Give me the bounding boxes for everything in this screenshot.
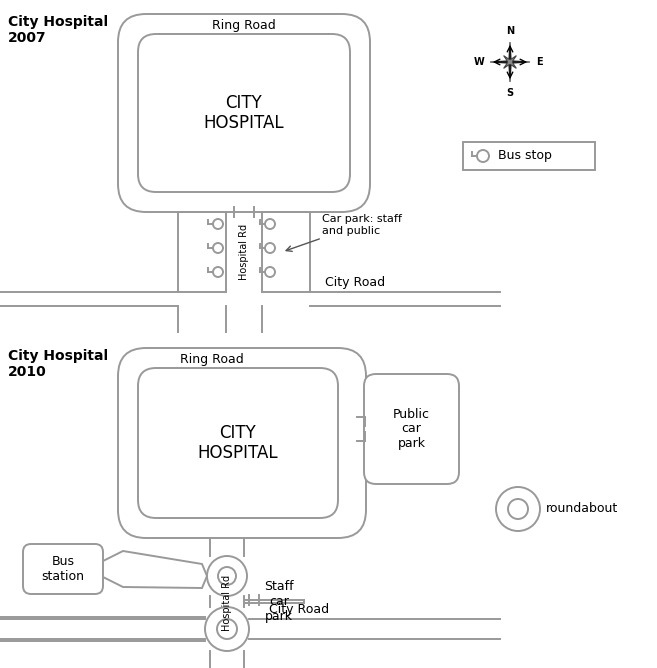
FancyBboxPatch shape [463,142,595,170]
Text: City Road: City Road [269,603,329,616]
Text: CITY
HOSPITAL: CITY HOSPITAL [204,94,284,132]
Polygon shape [103,551,207,588]
Circle shape [265,267,275,277]
Text: Hospital Rd: Hospital Rd [239,224,249,280]
Text: N: N [506,26,514,36]
Text: E: E [536,57,543,67]
Text: Public
car
park: Public car park [393,407,430,450]
Text: Staff
car
park: Staff car park [264,580,294,623]
Text: Bus stop: Bus stop [498,150,552,162]
Circle shape [213,219,223,229]
Circle shape [265,243,275,253]
FancyBboxPatch shape [118,348,366,538]
FancyBboxPatch shape [138,368,338,518]
Text: Car park: staff
and public: Car park: staff and public [322,214,402,236]
Circle shape [265,219,275,229]
Text: Bus
station: Bus station [41,555,85,583]
Text: Ring Road: Ring Road [180,353,244,366]
FancyBboxPatch shape [23,544,103,594]
FancyBboxPatch shape [138,34,350,192]
Circle shape [477,150,489,162]
Text: CITY
HOSPITAL: CITY HOSPITAL [198,424,279,462]
Polygon shape [490,42,530,82]
Circle shape [205,607,249,651]
Text: City Hospital
2007: City Hospital 2007 [8,15,108,45]
Circle shape [207,556,247,596]
Text: roundabout: roundabout [546,502,618,516]
Text: S: S [507,88,514,98]
Circle shape [213,267,223,277]
Text: Hospital Rd: Hospital Rd [222,574,232,631]
Text: Ring Road: Ring Road [212,19,276,32]
Circle shape [213,243,223,253]
FancyBboxPatch shape [118,14,370,212]
Text: City Road: City Road [325,276,385,289]
Text: City Hospital
2010: City Hospital 2010 [8,349,108,379]
Text: W: W [473,57,484,67]
FancyBboxPatch shape [364,374,459,484]
